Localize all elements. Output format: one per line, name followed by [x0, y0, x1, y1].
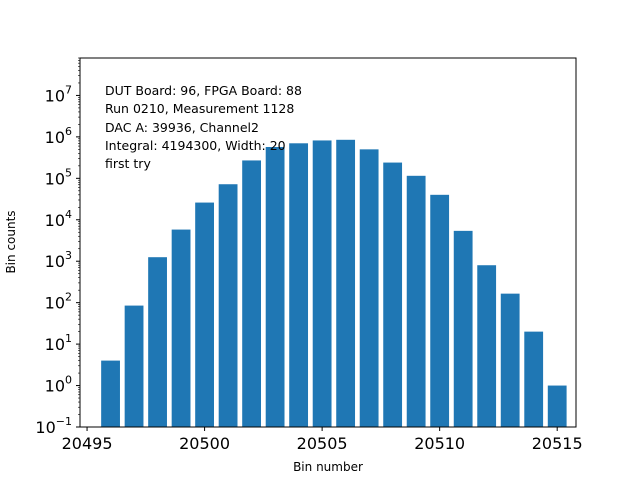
annotation-line: Run 0210, Measurement 1128 [105, 101, 294, 116]
annotation-line: DUT Board: 96, FPGA Board: 88 [105, 83, 302, 98]
bar [148, 257, 167, 427]
bar [265, 146, 285, 428]
bar [547, 385, 567, 427]
x-tick-label: 20515 [532, 434, 583, 453]
y-tick-label: 103 [45, 249, 72, 271]
bar [406, 175, 426, 427]
bar [101, 360, 120, 427]
plot-area-frame [79, 57, 577, 428]
bar [289, 143, 309, 427]
y-tick-label: 101 [45, 332, 72, 354]
y-tick-label: 102 [45, 291, 72, 313]
bar [453, 230, 473, 427]
bar [171, 229, 191, 427]
bar [312, 140, 332, 427]
run-info-annotation: DUT Board: 96, FPGA Board: 88 Run 0210, … [105, 83, 302, 171]
bar [524, 331, 544, 427]
y-tick-label: 104 [45, 208, 72, 230]
y-tick-label: 106 [45, 125, 72, 147]
x-tick-label: 20510 [414, 434, 465, 453]
bars-group [101, 139, 567, 428]
x-tick-label: 20505 [297, 434, 348, 453]
annotation-line: DAC A: 39936, Channel2 [105, 120, 259, 135]
annotation-line: Integral: 4194300, Width: 20 [105, 138, 286, 153]
y-tick-label: 10−1 [35, 415, 72, 437]
bar [500, 293, 520, 427]
x-axis-label: Bin number [293, 460, 363, 474]
bar [477, 265, 497, 427]
x-axis-ticks: 20495 20500 20505 20510 20515 [62, 427, 583, 453]
bar [242, 160, 262, 428]
y-tick-label: 105 [45, 166, 72, 188]
bar [218, 184, 238, 427]
annotation-line: first try [105, 156, 151, 171]
x-tick-label: 20495 [62, 434, 113, 453]
bar [430, 194, 450, 427]
bar [195, 202, 214, 427]
bar [383, 162, 403, 427]
y-axis-label: Bin counts [4, 210, 18, 273]
bar [359, 149, 379, 427]
y-tick-label: 107 [45, 83, 72, 105]
bar [124, 305, 144, 427]
y-axis-ticks: 10−1 100 101 102 103 104 105 106 107 [35, 57, 80, 437]
y-tick-label: 100 [45, 374, 72, 396]
x-tick-label: 20500 [179, 434, 230, 453]
bar [336, 139, 356, 427]
